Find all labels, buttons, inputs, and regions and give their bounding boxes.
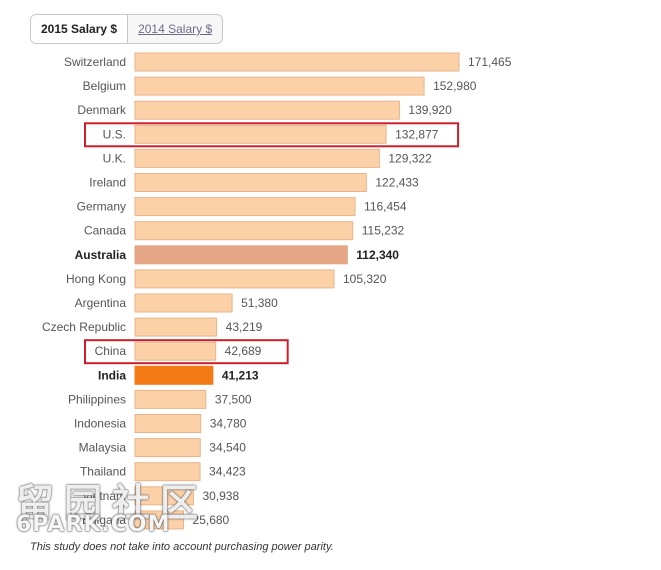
- bar-hong-kong: [134, 269, 335, 289]
- bar-indonesia: [134, 414, 202, 433]
- salary-bar-chart: Switzerland 171,465 Belgium 152,980 Denmark 1…: [42, 52, 512, 530]
- value-label: 132,877: [395, 127, 439, 141]
- bar-india: [134, 365, 214, 385]
- category-label: China: [95, 344, 127, 358]
- tab-2014-salary[interactable]: 2014 Salary $: [138, 22, 213, 36]
- bar-bulgaria: [134, 510, 185, 530]
- bar-u-s-: [134, 124, 387, 144]
- watermark-en: 6PARK.COM: [16, 512, 171, 537]
- value-label: 25,680: [193, 513, 230, 527]
- bar-germany: [134, 197, 356, 217]
- value-label: 30,938: [202, 489, 239, 503]
- footnote: This study does not take into account pu…: [30, 541, 334, 553]
- category-label: Philippines: [68, 392, 126, 406]
- bar-belgium: [134, 76, 425, 96]
- value-label: 171,465: [468, 55, 512, 69]
- category-label: U.S.: [103, 127, 126, 141]
- value-label: 116,454: [364, 200, 407, 214]
- category-label: Denmark: [77, 103, 127, 117]
- category-label: Argentina: [75, 296, 127, 310]
- bar-china: [134, 341, 217, 361]
- value-label: 42,689: [225, 344, 262, 358]
- category-label: Czech Republic: [42, 320, 126, 334]
- category-label: Vietnam: [82, 489, 126, 503]
- value-label: 43,219: [226, 320, 263, 334]
- value-label: 112,340: [356, 248, 399, 262]
- watermark-cn: 留园社区: [16, 480, 209, 525]
- category-label: Thailand: [80, 465, 126, 479]
- value-label: 41,213: [222, 368, 259, 382]
- category-label: Indonesia: [74, 417, 126, 431]
- highlight-box: [84, 339, 289, 365]
- value-label: 152,980: [433, 79, 477, 93]
- category-label: Switzerland: [64, 55, 126, 69]
- bar-canada: [134, 221, 354, 241]
- value-label: 115,232: [362, 224, 405, 238]
- category-label: U.K.: [103, 151, 126, 165]
- bar-argentina: [134, 293, 233, 313]
- bar-philippines: [134, 389, 207, 409]
- category-label: Belgium: [83, 79, 126, 93]
- value-label: 37,500: [215, 392, 252, 406]
- tab-2015-salary[interactable]: 2015 Salary $: [31, 15, 129, 43]
- value-label: 105,320: [343, 272, 387, 286]
- bar-u-k-: [134, 148, 380, 168]
- value-label: 34,540: [209, 441, 246, 455]
- bar-ireland: [134, 173, 367, 192]
- category-label: Bulgaria: [82, 513, 126, 527]
- value-label: 34,780: [210, 417, 247, 431]
- value-label: 122,433: [375, 176, 419, 190]
- value-label: 34,423: [209, 465, 246, 479]
- value-label: 139,920: [408, 103, 452, 117]
- category-label: Australia: [75, 248, 127, 262]
- category-label: Germany: [77, 200, 126, 214]
- highlight-box: [84, 122, 460, 148]
- bar-switzerland: [134, 52, 460, 72]
- value-label: 51,380: [241, 296, 278, 310]
- category-label: Hong Kong: [66, 272, 126, 286]
- value-label: 129,322: [388, 151, 432, 165]
- bar-malaysia: [134, 438, 201, 458]
- bar-thailand: [134, 462, 201, 482]
- category-label: Canada: [84, 224, 126, 238]
- bar-vietnam: [134, 486, 194, 506]
- bar-denmark: [134, 100, 400, 120]
- salary-tabs: 2015 Salary $ 2014 Salary $: [30, 14, 224, 44]
- category-label: India: [98, 368, 126, 382]
- category-label: Malaysia: [79, 441, 127, 455]
- bar-czech-republic: [134, 317, 218, 337]
- category-label: Ireland: [89, 176, 126, 190]
- bar-australia: [134, 245, 348, 265]
